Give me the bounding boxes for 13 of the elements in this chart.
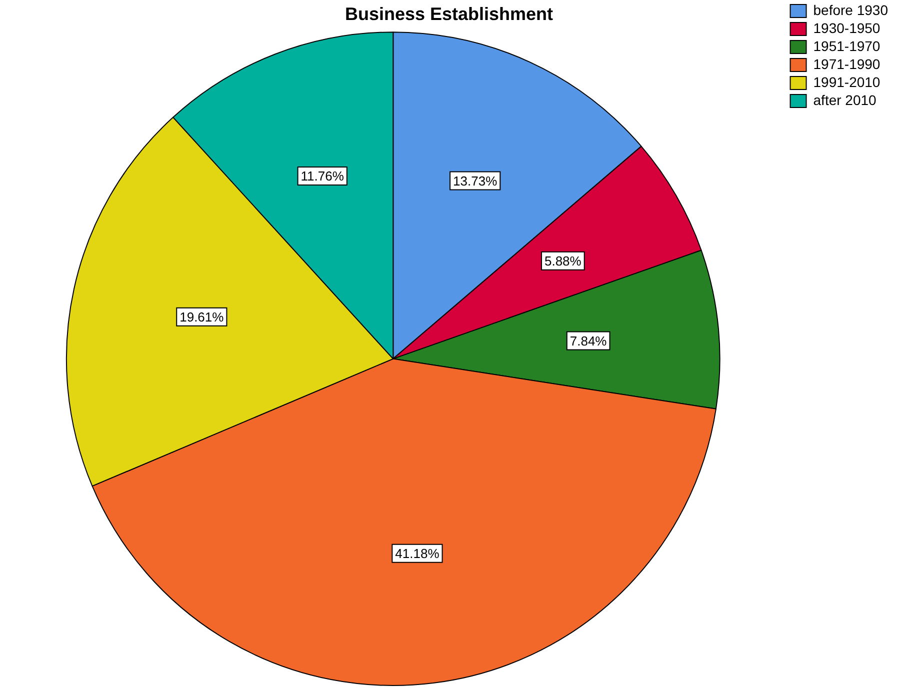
legend-label: 1930-1950	[813, 20, 880, 36]
data-label: 41.18%	[395, 546, 440, 561]
legend-label: before 1930	[813, 2, 888, 18]
data-label: 19.61%	[180, 309, 224, 324]
legend-label: 1951-1970	[813, 38, 880, 54]
data-label: 13.73%	[453, 173, 498, 188]
legend-label: after 2010	[813, 92, 877, 108]
legend-label: 1971-1990	[813, 56, 880, 72]
data-label: 11.76%	[300, 168, 344, 184]
legend-label: 1991-2010	[813, 74, 880, 90]
chart-title: Business Establishment	[344, 4, 554, 24]
data-label: 7.84%	[570, 333, 608, 348]
data-label: 5.88%	[544, 253, 582, 268]
